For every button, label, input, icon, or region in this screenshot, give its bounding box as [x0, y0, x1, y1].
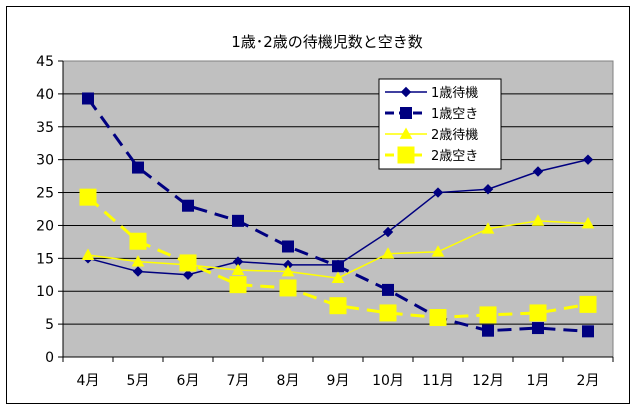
data-point: [129, 232, 147, 250]
y-tick-label: 40: [36, 87, 54, 103]
y-tick-label: 35: [36, 120, 54, 136]
data-point: [481, 222, 495, 234]
series-line-4: [87, 196, 589, 320]
line-chart: 1歳･2歳の待機児数と空き数 0 5 10 15 20 25 30 35 40 45 4月 5月 6月 7…: [36, 33, 614, 389]
data-point: [581, 216, 595, 229]
data-point: [182, 269, 194, 280]
x-tick-label: 1月: [527, 373, 550, 389]
x-tick-label: 11月: [422, 373, 454, 389]
data-point: [382, 283, 394, 296]
y-tick-label: 5: [45, 317, 54, 333]
data-point: [381, 247, 395, 259]
data-point: [82, 92, 94, 105]
data-point: [331, 271, 345, 283]
legend-label: 2歳待機: [431, 128, 478, 143]
data-point: [179, 254, 197, 272]
x-tick-label: 2月: [577, 373, 600, 389]
data-point: [232, 214, 244, 227]
legend-marker: [400, 107, 412, 119]
x-tick-label: 6月: [177, 373, 200, 389]
x-tick-label: 4月: [77, 373, 100, 389]
data-point: [131, 255, 145, 267]
legend-label: 2歳空き: [431, 149, 478, 164]
legend-marker: [400, 86, 412, 98]
chart-frame: 1歳･2歳の待機児数と空き数 0 5 10 15 20 25 30 35 40 45 4月 5月 6月 7…: [6, 6, 630, 404]
chart-title: 1歳･2歳の待機児数と空き数: [231, 33, 423, 51]
data-point: [579, 295, 597, 313]
data-point: [582, 154, 594, 165]
data-point: [432, 187, 444, 198]
y-tick-label: 0: [45, 350, 54, 366]
x-tick-label: 8月: [277, 373, 300, 389]
data-point: [231, 263, 245, 276]
data-point: [379, 304, 397, 322]
data-point: [79, 188, 97, 206]
data-point: [329, 297, 347, 315]
data-point: [132, 266, 144, 277]
data-point: [282, 240, 294, 253]
data-point: [532, 166, 544, 177]
legend-marker: [399, 127, 413, 139]
y-tick-label: 10: [36, 284, 54, 300]
data-point: [531, 214, 545, 226]
data-point: [482, 324, 494, 337]
legend-marker: [397, 146, 415, 164]
legend-label: 1歳空き: [431, 107, 478, 122]
data-point: [532, 322, 544, 335]
x-tick-label: 12月: [472, 373, 504, 389]
x-tick-label: 10月: [372, 373, 404, 389]
data-point: [81, 248, 95, 260]
data-point: [479, 306, 497, 324]
data-point: [482, 184, 494, 195]
x-tick-label: 9月: [327, 373, 350, 389]
plot-area: 0 5 10 15 20 25 30 35 40 45 4月 5月 6月 7月 8月 9月 10月 11月 12月 1…: [36, 54, 614, 389]
data-point: [431, 245, 445, 257]
y-tick-label: 15: [36, 251, 54, 267]
data-point: [529, 304, 547, 322]
data-point: [332, 260, 344, 273]
y-tick-label: 30: [36, 153, 54, 169]
x-tick-label: 7月: [227, 373, 250, 389]
y-tick-label: 45: [36, 54, 54, 70]
data-point: [279, 279, 297, 297]
data-point: [132, 161, 144, 174]
data-point: [382, 226, 394, 238]
data-point: [182, 199, 194, 212]
data-point: [229, 276, 247, 294]
data-point: [281, 264, 295, 277]
data-point: [582, 325, 594, 338]
y-tick-label: 25: [36, 186, 54, 202]
legend-label: 1歳待機: [431, 86, 478, 101]
legend: 1歳待機 1歳空き 2歳待機 2歳空き: [378, 78, 502, 170]
x-tick-label: 5月: [127, 373, 150, 389]
data-point: [429, 309, 447, 327]
y-tick-label: 20: [36, 218, 54, 234]
